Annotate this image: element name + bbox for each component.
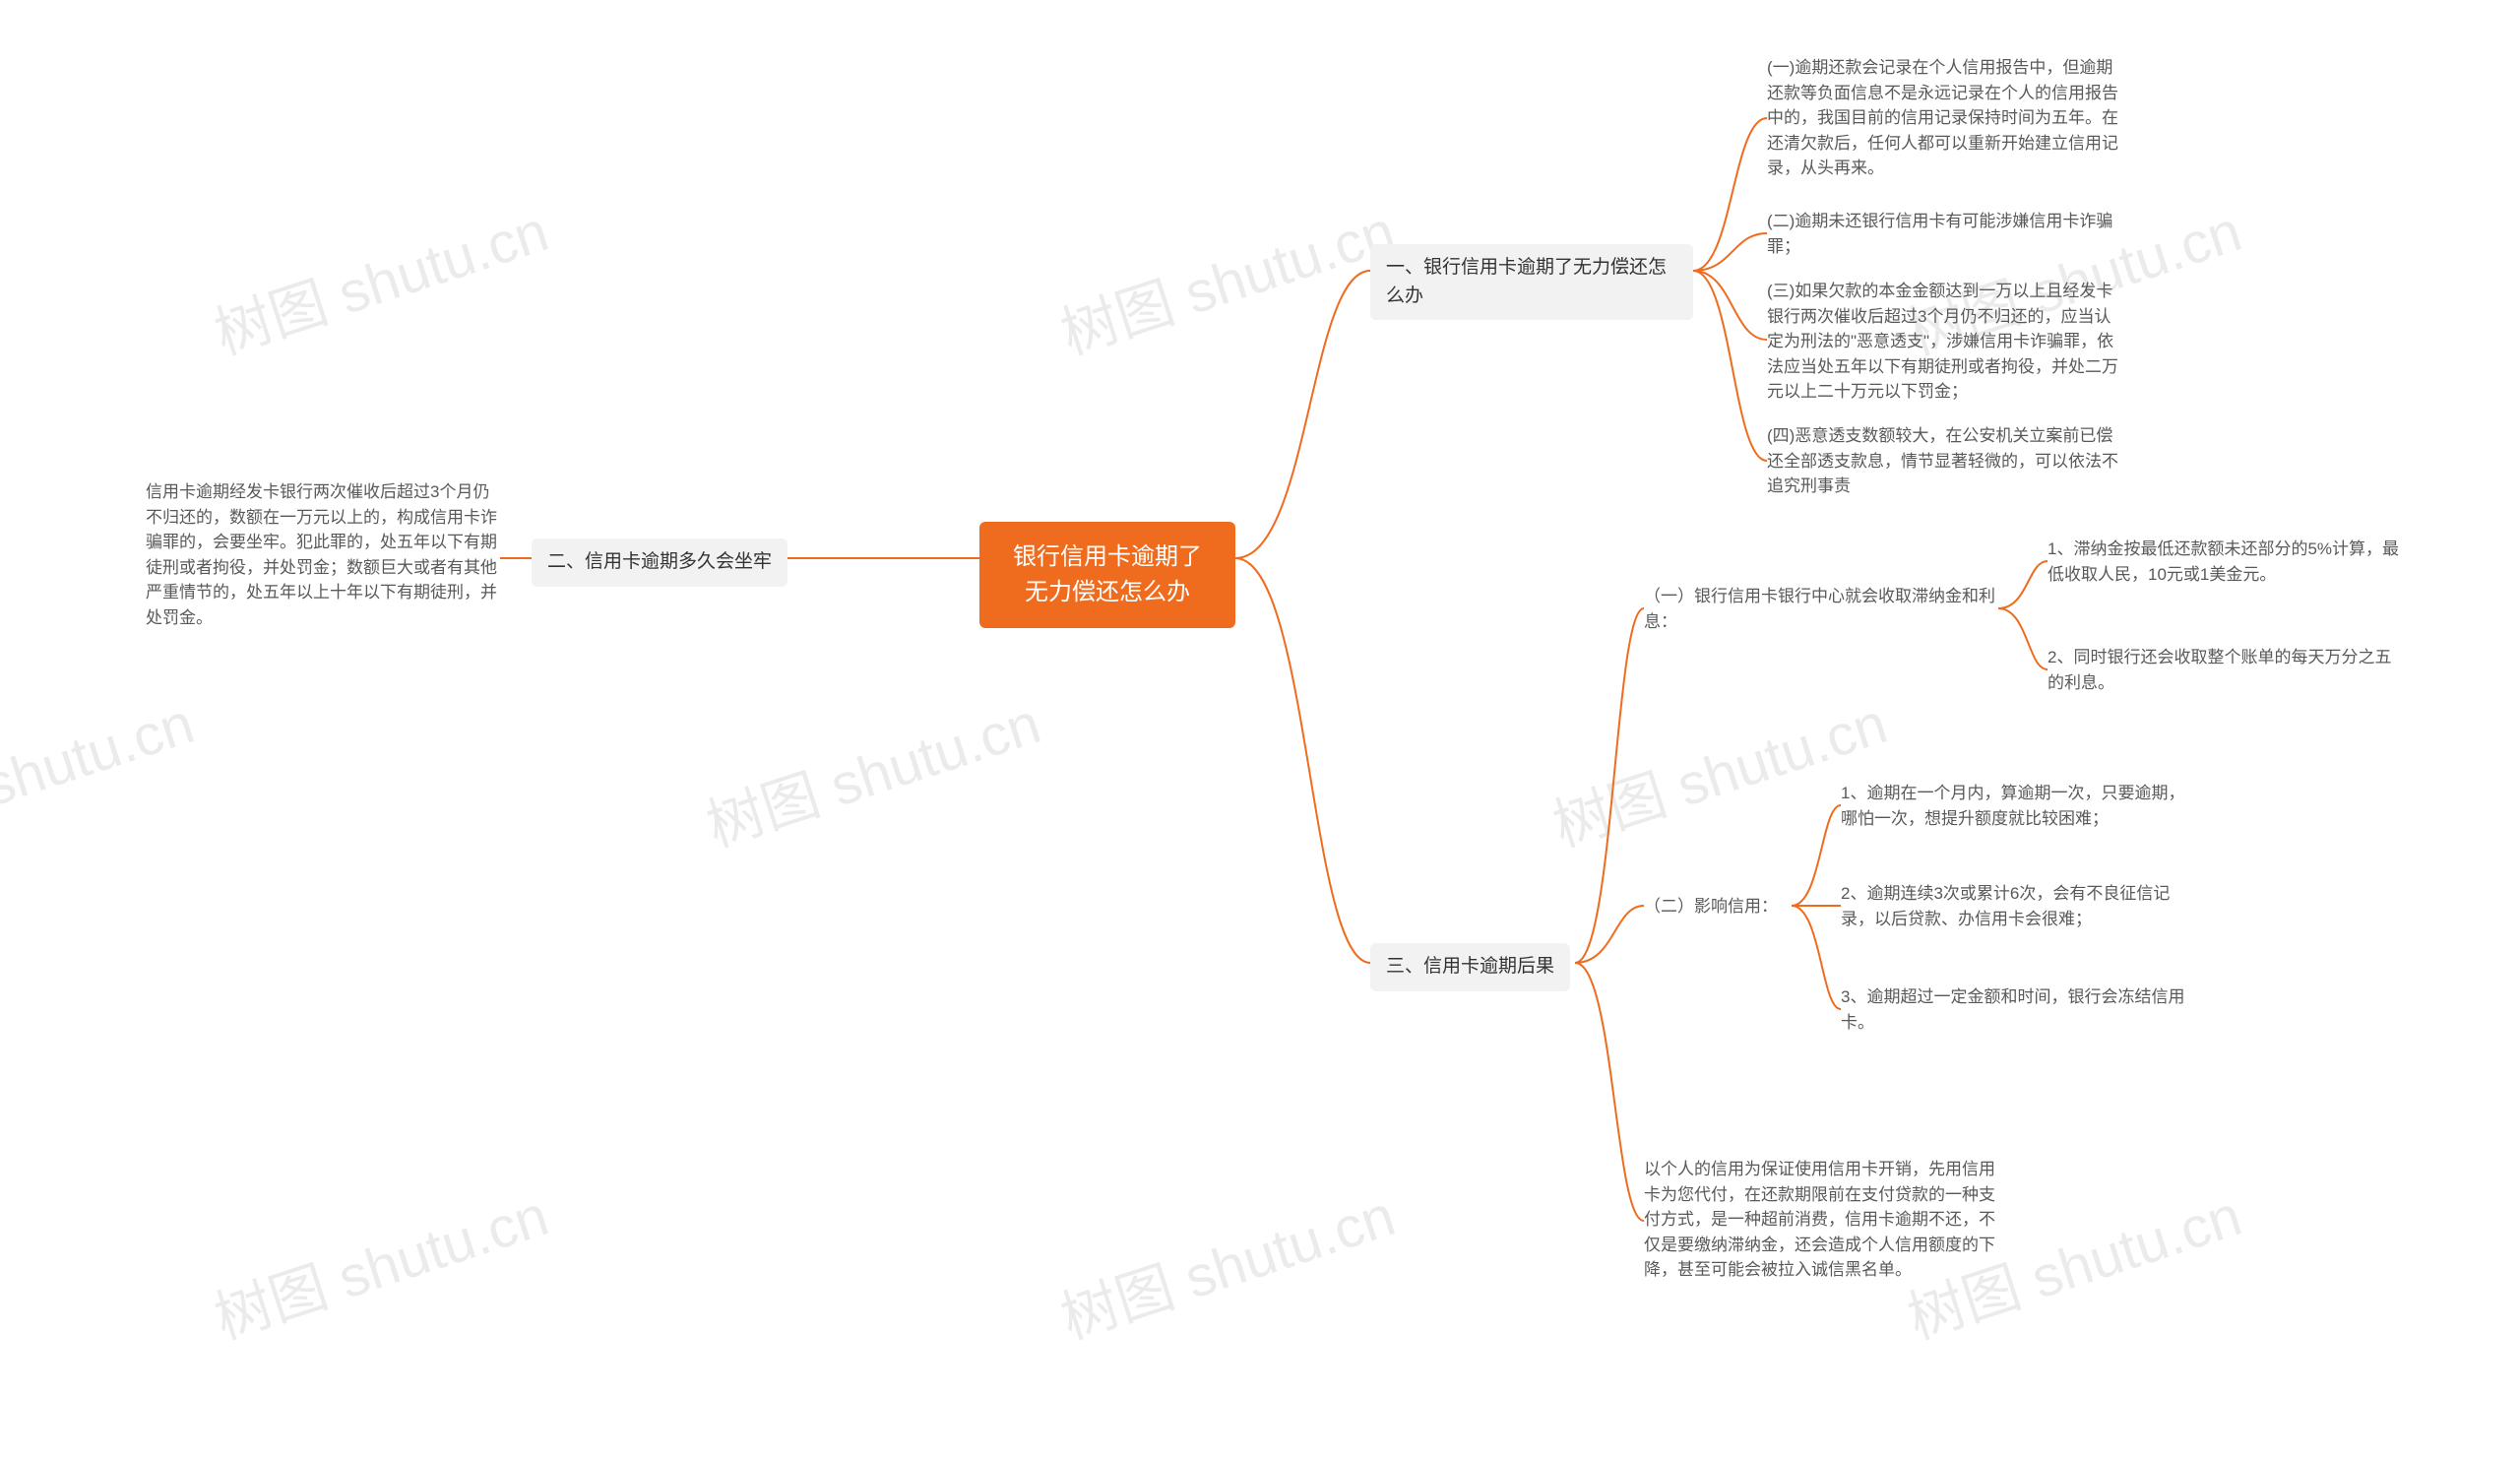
- watermark: 树图 shutu.cn: [1542, 677, 1896, 862]
- leaf-r2-1-2: 2、同时银行还会收取整个账单的每天万分之五的利息。: [2048, 645, 2402, 695]
- watermark: 树图 shutu.cn: [203, 1170, 557, 1355]
- leaf-r2-1-1: 1、滞纳金按最低还款额未还部分的5%计算，最低收取人民，10元或1美金元。: [2048, 537, 2402, 587]
- branch-left[interactable]: 二、信用卡逾期多久会坐牢: [532, 539, 788, 587]
- leaf-r1-1: (一)逾期还款会记录在个人信用报告中，但逾期还款等负面信息不是永远记录在个人的信…: [1767, 55, 2121, 181]
- watermark: 树图 shutu.cn: [695, 677, 1049, 862]
- connectors-layer: [0, 0, 2520, 1458]
- leaf-r2-2-1: 1、逾期在一个月内，算逾期一次，只要逾期，哪怕一次，想提升额度就比较困难；: [1841, 781, 2195, 831]
- leaf-left-1: 信用卡逾期经发卡银行两次催收后超过3个月仍不归还的，数额在一万元以上的，构成信用…: [146, 479, 500, 630]
- leaf-r1-3: (三)如果欠款的本金金额达到一万以上且经发卡银行两次催收后超过3个月仍不归还的，…: [1767, 279, 2121, 405]
- sub-r2-2-label: （二）影响信用：: [1644, 894, 1792, 919]
- branch-right-1[interactable]: 一、银行信用卡逾期了无力偿还怎么办: [1370, 244, 1693, 320]
- leaf-r2-2-3: 3、逾期超过一定金额和时间，银行会冻结信用卡。: [1841, 984, 2195, 1035]
- watermark: 树图 shutu.cn: [0, 677, 203, 862]
- leaf-r2-2-2: 2、逾期连续3次或累计6次，会有不良征信记录，以后贷款、办信用卡会很难；: [1841, 881, 2195, 931]
- mindmap-canvas: 树图 shutu.cn 树图 shutu.cn 树图 shutu.cn 树图 s…: [0, 0, 2520, 1458]
- leaf-r1-4: (四)恶意透支数额较大，在公安机关立案前已偿还全部透支款息，情节显著轻微的，可以…: [1767, 423, 2121, 499]
- root-node[interactable]: 银行信用卡逾期了无力偿还怎么办: [979, 522, 1235, 628]
- watermark: 树图 shutu.cn: [203, 185, 557, 370]
- leaf-r1-2: (二)逾期未还银行信用卡有可能涉嫌信用卡诈骗罪；: [1767, 209, 2121, 259]
- sub-r2-1-label: （一）银行信用卡银行中心就会收取滞纳金和利息：: [1644, 584, 1998, 634]
- watermark: 树图 shutu.cn: [1049, 185, 1404, 370]
- branch-right-2[interactable]: 三、信用卡逾期后果: [1370, 943, 1570, 991]
- leaf-r2-tail: 以个人的信用为保证使用信用卡开销，先用信用卡为您代付，在还款期限前在支付贷款的一…: [1644, 1157, 1998, 1283]
- watermark: 树图 shutu.cn: [1049, 1170, 1404, 1355]
